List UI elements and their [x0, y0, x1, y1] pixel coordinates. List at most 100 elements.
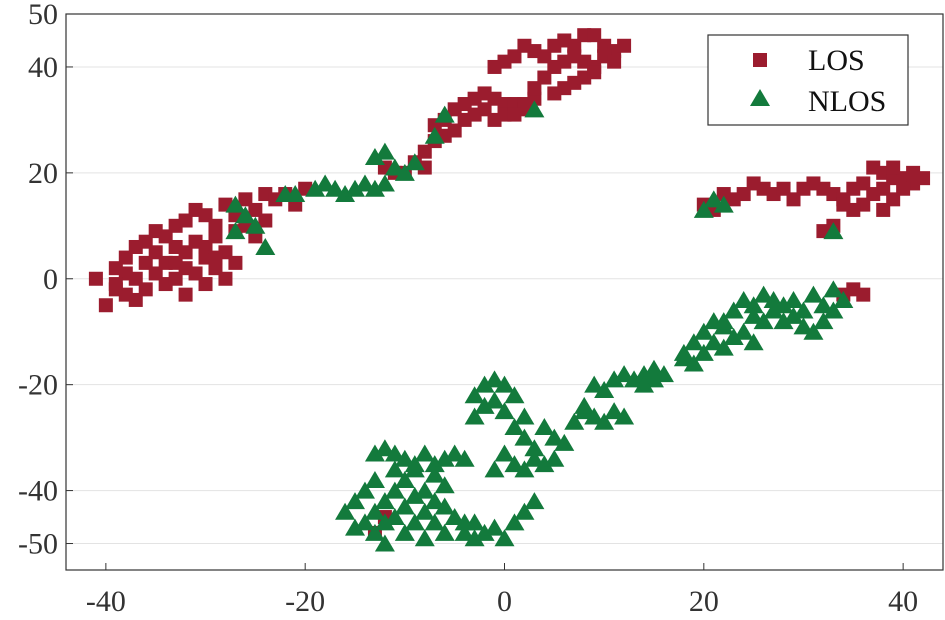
nlos-point [743, 296, 764, 314]
legend-los-label: LOS [808, 44, 865, 77]
nlos-point [464, 407, 485, 425]
los-point [547, 86, 562, 101]
nlos-point [364, 470, 385, 488]
los-point [138, 282, 153, 297]
los-point [517, 97, 532, 112]
nlos-point [783, 306, 804, 324]
y-tick-label: -40 [18, 475, 58, 508]
nlos-point [424, 492, 445, 510]
nlos-point [833, 290, 854, 308]
nlos-point [374, 439, 395, 457]
nlos-point [574, 396, 595, 414]
nlos-point [434, 497, 455, 515]
nlos-point [594, 412, 615, 430]
nlos-point [753, 285, 774, 303]
nlos-point [474, 396, 495, 414]
los-point [118, 266, 133, 281]
los-point [417, 160, 432, 175]
los-point [786, 192, 801, 207]
los-point [128, 239, 143, 254]
nlos-point [394, 449, 415, 467]
nlos-point [683, 333, 704, 351]
nlos-point [245, 216, 266, 234]
los-point [776, 181, 791, 196]
los-point [108, 277, 123, 292]
nlos-point [793, 317, 814, 335]
legend: LOS NLOS [707, 34, 909, 126]
nlos-point [404, 486, 425, 504]
legend-nlos-marker [750, 89, 770, 106]
y-tick-label: 0 [43, 263, 58, 296]
nlos-point [504, 455, 525, 473]
nlos-point [364, 444, 385, 462]
los-point [587, 65, 602, 80]
nlos-point [743, 333, 764, 351]
los-point [198, 239, 213, 254]
nlos-point [424, 513, 445, 531]
legend-los-marker [753, 53, 767, 67]
los-point [736, 187, 751, 202]
los-point [148, 245, 163, 260]
nlos-point [803, 322, 824, 340]
nlos-point [414, 529, 435, 547]
y-tick-label: 50 [28, 0, 58, 31]
legend-box [707, 34, 909, 126]
nlos-point [464, 513, 485, 531]
nlos-point [673, 349, 694, 367]
nlos-point [813, 296, 834, 314]
nlos-point [434, 523, 455, 541]
los-point [836, 197, 851, 212]
y-tick-label: -50 [18, 528, 58, 561]
los-point [148, 266, 163, 281]
nlos-point [464, 529, 485, 547]
nlos-point [723, 328, 744, 346]
nlos-point [584, 407, 605, 425]
nlos-point [713, 338, 734, 356]
nlos-point [823, 301, 844, 319]
los-point [607, 54, 622, 69]
nlos-point [643, 370, 664, 388]
los-point [198, 277, 213, 292]
los-point [178, 245, 193, 260]
nlos-point [364, 147, 385, 165]
nlos-point [225, 195, 246, 213]
los-point [208, 250, 223, 265]
los-point [537, 49, 552, 64]
los-point [537, 70, 552, 85]
los-point [447, 123, 462, 138]
nlos-point [364, 502, 385, 520]
los-point [527, 81, 542, 96]
nlos-point [594, 380, 615, 398]
nlos-point [345, 492, 366, 510]
los-point [148, 224, 163, 239]
los-point [138, 255, 153, 270]
nlos-point [514, 428, 535, 446]
nlos-point [384, 158, 405, 176]
nlos-point [305, 179, 326, 197]
nlos-point [414, 444, 435, 462]
los-point [168, 271, 183, 286]
nlos-point [504, 418, 525, 436]
nlos-point [524, 439, 545, 457]
x-tick-label: 40 [888, 585, 918, 618]
nlos-point [235, 206, 256, 224]
nlos-point [653, 365, 674, 383]
nlos-point [374, 513, 395, 531]
nlos-point [703, 190, 724, 208]
los-point [228, 255, 243, 270]
nlos-point [634, 365, 655, 383]
nlos-point [335, 185, 356, 203]
nlos-point [793, 301, 814, 319]
nlos-point [823, 222, 844, 240]
nlos-point [803, 285, 824, 303]
nlos-point [354, 174, 375, 192]
nlos-point [404, 513, 425, 531]
nlos-point [394, 163, 415, 181]
nlos-point [394, 523, 415, 541]
nlos-point [763, 301, 784, 319]
nlos-point [494, 402, 515, 420]
los-point [208, 229, 223, 244]
los-point [477, 102, 492, 117]
los-point [218, 271, 233, 286]
